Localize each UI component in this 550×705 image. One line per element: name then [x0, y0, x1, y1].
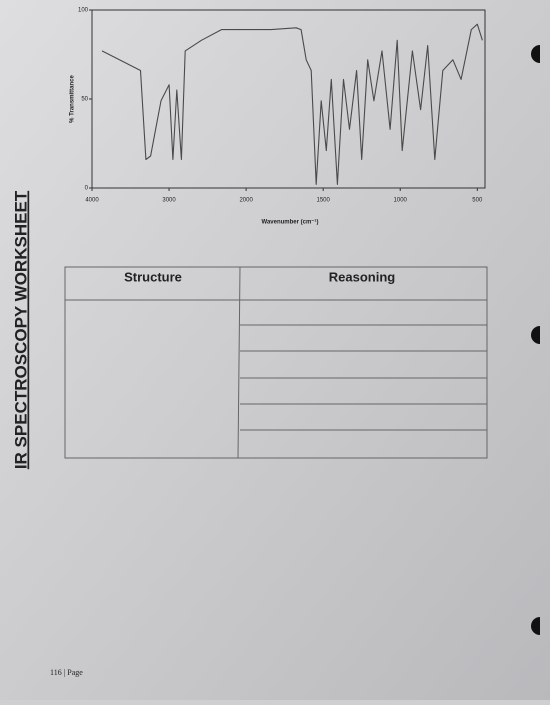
y-axis-label: % Transmittance [70, 74, 76, 122]
x-tick-label: 1500 [316, 198, 330, 204]
table-border [64, 266, 488, 459]
y-tick-label: 0 [85, 186, 89, 192]
side-title: IR SPECTROSCOPY WORKSHEET [11, 190, 30, 469]
x-tick-label: 500 [472, 198, 483, 204]
x-axis-label: Wavenumber (cm⁻¹) [262, 219, 319, 226]
table-header: Structure [124, 269, 182, 284]
x-tick-label: 2000 [239, 198, 253, 204]
table [64, 266, 488, 459]
y-tick-label: 100 [78, 8, 89, 14]
binder-hole [531, 617, 540, 635]
spectrum-line [101, 23, 483, 185]
y-tick-label: 50 [81, 97, 88, 103]
table-rule [237, 266, 241, 459]
x-tick-label: 1000 [394, 198, 408, 204]
binder-hole [531, 45, 540, 63]
x-tick-label: 4000 [85, 198, 99, 204]
binder-hole [531, 326, 540, 344]
table-header: Reasoning [329, 269, 396, 284]
x-tick-label: 3000 [162, 198, 176, 204]
footer: 116 | Page [50, 668, 83, 677]
